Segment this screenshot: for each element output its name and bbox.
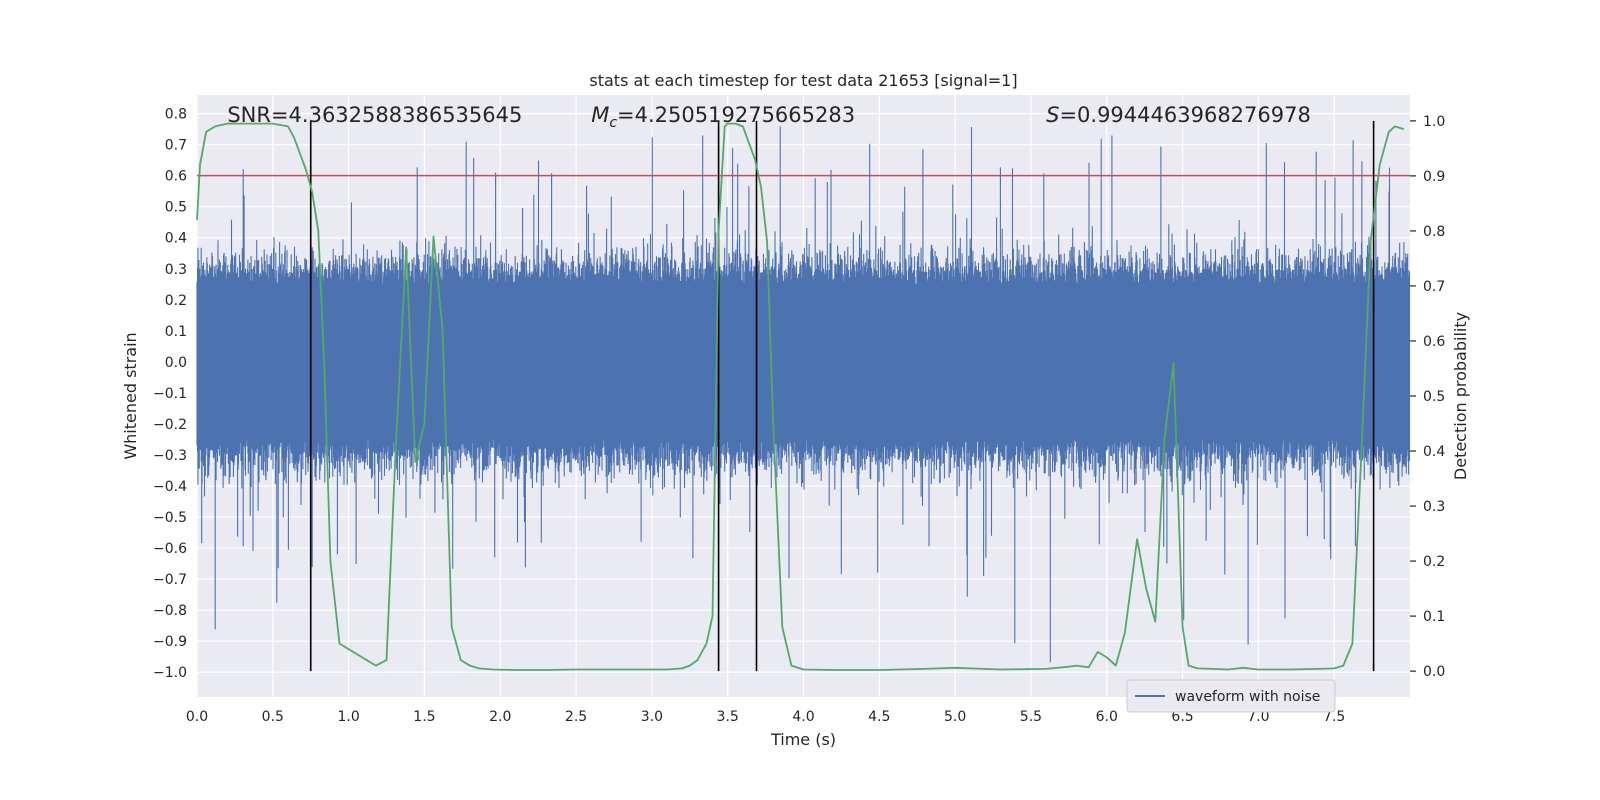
right-y-tick-label: 0.2 — [1423, 554, 1445, 570]
annotation-text: Mc=4.250519275665283 — [591, 103, 855, 131]
legend-entry: waveform with noise — [1175, 689, 1320, 705]
left-y-tick-label: −0.7 — [153, 572, 187, 588]
left-y-axis-label: Whitened strain — [121, 332, 140, 459]
x-tick-label: 7.5 — [1323, 709, 1345, 725]
right-y-tick-label: 0.9 — [1423, 169, 1445, 185]
x-tick-label: 3.5 — [717, 709, 739, 725]
x-tick-label: 3.0 — [641, 709, 663, 725]
left-y-tick-label: −0.6 — [153, 541, 187, 557]
x-tick-label: 2.0 — [489, 709, 511, 725]
legend-box — [1126, 679, 1336, 713]
legend: waveform with noise — [1126, 679, 1336, 713]
left-y-tick-label: 0.0 — [165, 355, 187, 371]
left-y-tick-label: 0.3 — [165, 262, 187, 278]
left-y-tick-label: 0.4 — [165, 231, 187, 247]
left-y-tick-label: −1.0 — [153, 665, 187, 681]
x-tick-label: 2.5 — [565, 709, 587, 725]
x-tick-label: 1.0 — [337, 709, 359, 725]
x-tick-label: 4.0 — [792, 709, 814, 725]
annotation-text: S=0.9944463968276978 — [1046, 103, 1311, 127]
annotation-text: SNR=4.3632588386535645 — [227, 103, 522, 127]
right-y-tick-label: 0.0 — [1423, 664, 1445, 680]
right-y-axis-label: Detection probability — [1451, 312, 1470, 480]
left-y-tick-label: −0.5 — [153, 510, 187, 526]
x-tick-label: 1.5 — [413, 709, 435, 725]
left-y-tick-label: 0.7 — [165, 138, 187, 154]
right-y-tick-label: 0.6 — [1423, 334, 1445, 350]
right-y-tick-label: 0.4 — [1423, 444, 1445, 460]
left-y-tick-label: 0.6 — [165, 169, 187, 185]
waveform-trace — [196, 126, 1411, 663]
x-axis-label: Time (s) — [770, 730, 836, 749]
x-tick-label: 6.0 — [1096, 709, 1118, 725]
left-y-axis-ticks: 0.8 0.7 0.6 0.5 0.4 0.3 0.2 0.1 0.0 −0.1 −0.2 −0.3 −… — [153, 107, 187, 682]
x-tick-label: 5.5 — [1020, 709, 1042, 725]
right-y-tick-label: 0.1 — [1423, 609, 1445, 625]
detection-probability-series — [196, 122, 1405, 671]
right-y-tick-label: 0.7 — [1423, 279, 1445, 295]
left-y-tick-label: −0.1 — [153, 386, 187, 402]
left-y-tick-label: −0.2 — [153, 417, 187, 433]
x-tick-label: 0.0 — [186, 709, 208, 725]
x-tick-label: 5.0 — [944, 709, 966, 725]
x-tick-label: 4.5 — [868, 709, 890, 725]
right-y-axis-ticks: 1.0 0.9 0.8 0.7 0.6 0.5 0.4 0.3 0.2 0.1 0.0 — [1410, 114, 1445, 680]
left-y-tick-label: −0.9 — [153, 634, 187, 650]
waveform-with-noise-series — [196, 126, 1411, 663]
detection-probability-line — [196, 122, 1405, 671]
left-y-tick-label: 0.5 — [165, 200, 187, 216]
x-tick-label: 7.0 — [1247, 709, 1269, 725]
left-y-tick-label: 0.1 — [165, 324, 187, 340]
left-y-tick-label: −0.4 — [153, 479, 187, 495]
left-y-tick-label: 0.8 — [165, 107, 187, 123]
x-axis-ticks: 0.0 0.5 1.0 1.5 2.0 2.5 3.0 3.5 4.0 4.5 5.0 5.5 6.0 6… — [186, 709, 1345, 725]
left-y-tick-label: −0.3 — [153, 448, 187, 464]
x-tick-label: 6.5 — [1171, 709, 1193, 725]
left-y-tick-label: −0.8 — [153, 603, 187, 619]
right-y-tick-label: 1.0 — [1423, 114, 1445, 130]
left-y-tick-label: 0.2 — [165, 293, 187, 309]
chart-title: stats at each timestep for test data 216… — [589, 71, 1017, 90]
right-y-tick-label: 0.5 — [1423, 389, 1445, 405]
x-tick-label: 0.5 — [262, 709, 284, 725]
annotations: SNR=4.3632588386535645 Mc=4.2505192756652… — [227, 103, 1311, 131]
right-y-tick-label: 0.3 — [1423, 499, 1445, 515]
right-y-tick-label: 0.8 — [1423, 224, 1445, 240]
